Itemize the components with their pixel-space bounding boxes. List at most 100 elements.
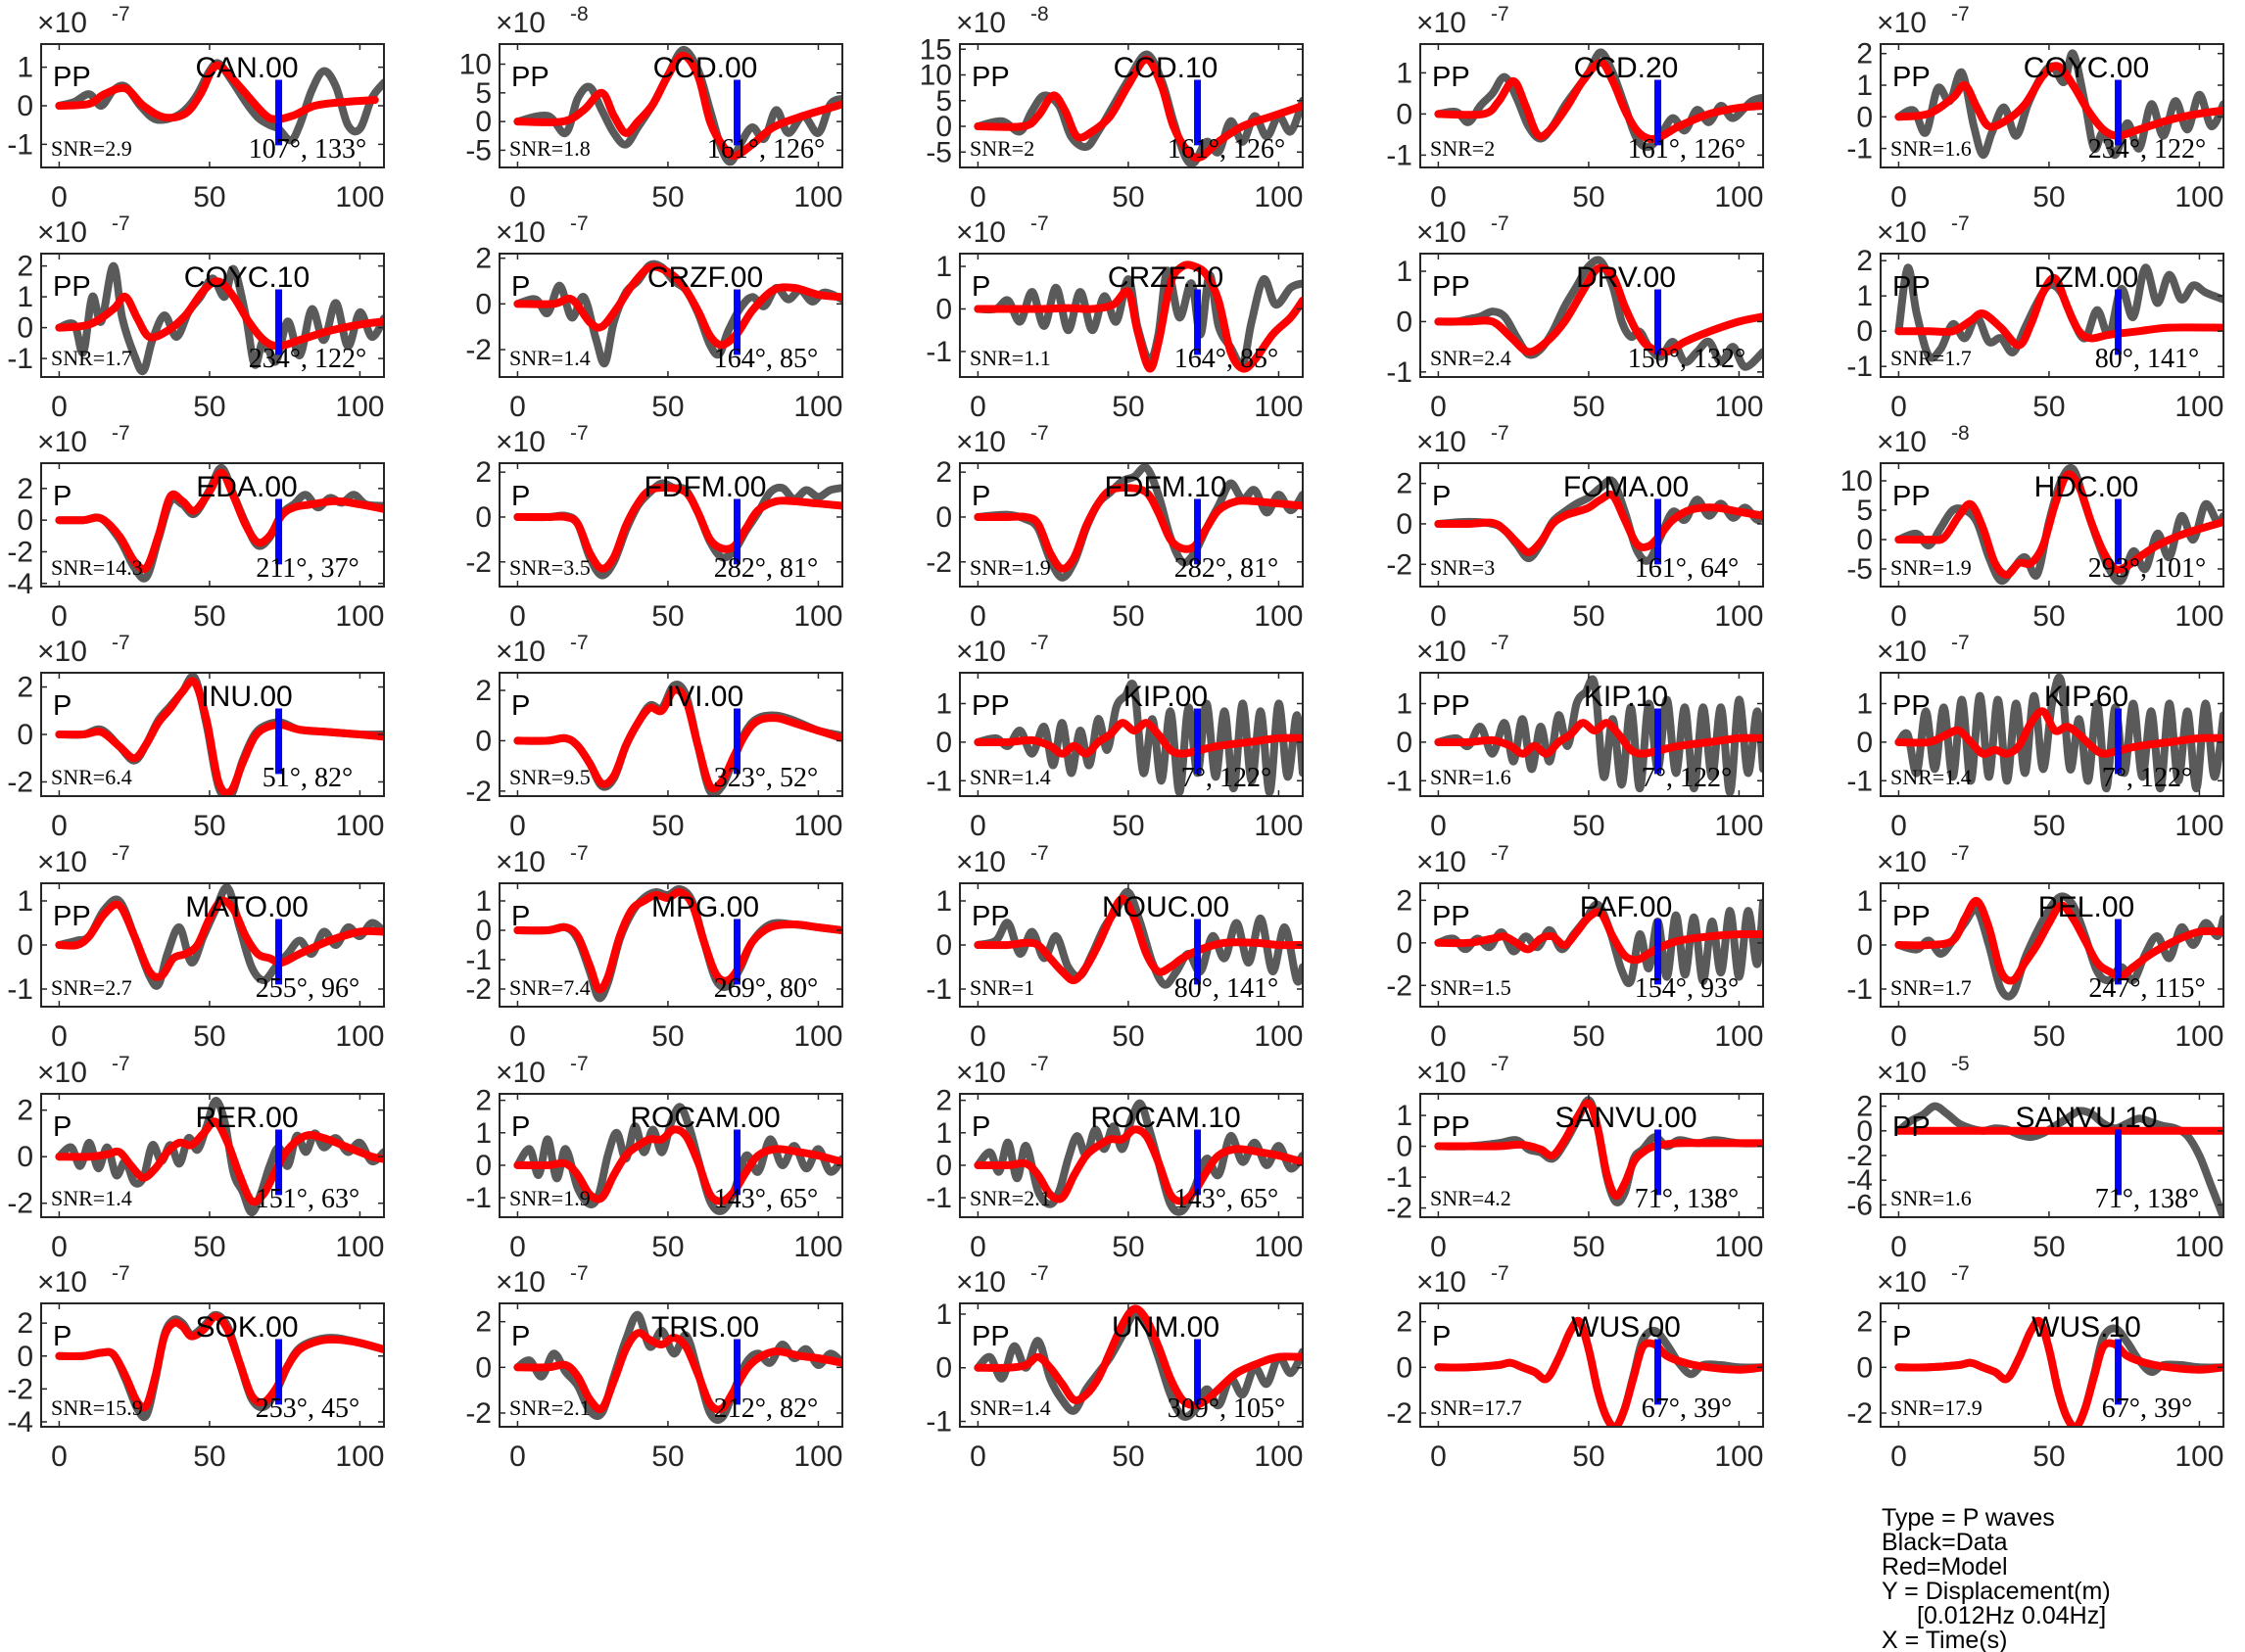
y-tick-label: 0 bbox=[475, 915, 492, 947]
snr-label: SNR=1.7 bbox=[51, 346, 132, 370]
x-tick-label: 100 bbox=[335, 600, 384, 633]
exponent-power: -7 bbox=[112, 842, 130, 865]
axes-box bbox=[1880, 43, 2224, 168]
y-tick-label: -6 bbox=[1846, 1189, 1873, 1221]
exponent-base: ×10 bbox=[1877, 846, 1927, 878]
azimuth-takeoff-label: 247°, 115° bbox=[2088, 973, 2205, 1004]
x-tick-label: 50 bbox=[1572, 1020, 1604, 1053]
x-tick-label: 50 bbox=[1112, 391, 1144, 423]
phase-label: PP bbox=[53, 62, 91, 93]
exponent-base: ×10 bbox=[1416, 216, 1466, 249]
station-label: ROCAM.00 bbox=[630, 1102, 780, 1134]
axes-box bbox=[40, 1093, 385, 1218]
snr-label: SNR=17.7 bbox=[1430, 1395, 1522, 1420]
x-tick-label: 0 bbox=[1890, 391, 1907, 423]
y-tick-label: 0 bbox=[17, 719, 33, 751]
y-tick-label: 2 bbox=[17, 251, 33, 283]
exponent-base: ×10 bbox=[37, 846, 87, 878]
azimuth-takeoff-label: 293°, 101° bbox=[2088, 553, 2206, 584]
data-trace bbox=[55, 261, 384, 376]
model-trace bbox=[974, 484, 1303, 573]
axes-box bbox=[40, 462, 385, 588]
y-tick-label: -5 bbox=[1846, 553, 1873, 586]
phase-label: P bbox=[511, 690, 530, 722]
phase-label: P bbox=[53, 1111, 72, 1143]
x-tick-label: 50 bbox=[193, 1440, 225, 1473]
y-tick-label: 2 bbox=[475, 456, 492, 489]
x-tick-label: 100 bbox=[335, 1020, 384, 1053]
x-tick-label: 100 bbox=[793, 1231, 842, 1263]
exponent-base: ×10 bbox=[1877, 1266, 1927, 1298]
station-label: DRV.00 bbox=[1576, 261, 1676, 294]
x-tick-label: 0 bbox=[1430, 1231, 1447, 1263]
azimuth-takeoff-label: 107°, 133° bbox=[249, 134, 366, 165]
x-tick-label: 100 bbox=[1714, 600, 1763, 633]
y-tick-label: 0 bbox=[1856, 929, 1873, 962]
axes-box bbox=[499, 672, 843, 797]
data-trace bbox=[1894, 673, 2223, 793]
model-trace bbox=[974, 719, 1303, 758]
y-tick-label: 0 bbox=[17, 1141, 33, 1173]
model-trace bbox=[974, 894, 1303, 985]
y-tick-label: 2 bbox=[475, 243, 492, 275]
model-trace bbox=[1434, 1099, 1763, 1201]
station-label: IVI.00 bbox=[667, 681, 743, 713]
x-tick-label: 50 bbox=[2032, 600, 2065, 633]
x-tick-label: 50 bbox=[193, 181, 225, 213]
panel-foma-00: 0 50 100 2 0 -2 ×10 -7 P FOMA.00 SNR=3 161°, 64° bbox=[1386, 422, 1764, 633]
x-tick-label: 0 bbox=[1430, 810, 1447, 842]
station-label: CCD.00 bbox=[653, 52, 758, 84]
station-label: MATO.00 bbox=[185, 891, 309, 923]
data-trace bbox=[1434, 48, 1763, 152]
snr-label: SNR=1.4 bbox=[509, 346, 591, 370]
model-trace bbox=[1894, 707, 2223, 758]
phase-label: P bbox=[53, 690, 72, 722]
y-tick-label: 1 bbox=[935, 688, 952, 721]
y-tick-label: 0 bbox=[1396, 1351, 1412, 1384]
exponent-base: ×10 bbox=[496, 426, 546, 458]
station-label: COYC.10 bbox=[184, 261, 310, 294]
panel-nouc-00: 0 50 100 1 0 -1 ×10 -7 PP NOUC.00 SNR=1 80°, 141° bbox=[926, 842, 1304, 1053]
exponent-power: -7 bbox=[1491, 1262, 1509, 1285]
x-tick-label: 50 bbox=[1572, 810, 1604, 842]
x-tick-label: 50 bbox=[651, 810, 684, 842]
axes-box bbox=[1419, 672, 1764, 797]
x-tick-label: 50 bbox=[1112, 181, 1144, 213]
azimuth-takeoff-label: 211°, 37° bbox=[256, 553, 358, 584]
exponent-base: ×10 bbox=[37, 7, 87, 39]
x-tick-label: 50 bbox=[193, 600, 225, 633]
exponent-base: ×10 bbox=[37, 1057, 87, 1089]
y-tick-label: -2 bbox=[1846, 1397, 1873, 1430]
x-tick-label: 100 bbox=[1254, 1020, 1303, 1053]
snr-label: SNR=1.9 bbox=[1890, 555, 1972, 580]
exponent-power: -7 bbox=[1951, 212, 1970, 235]
panel-kip-10: 0 50 100 1 0 -1 ×10 -7 PP KIP.10 SNR=1.6 7°, 122° bbox=[1386, 632, 1764, 842]
data-trace bbox=[1894, 1102, 2223, 1217]
x-tick-label: 0 bbox=[51, 391, 68, 423]
exponent-power: -7 bbox=[570, 842, 589, 865]
y-tick-label: 0 bbox=[935, 727, 952, 759]
station-label: UNM.00 bbox=[1112, 1311, 1219, 1344]
exponent-base: ×10 bbox=[37, 1266, 87, 1298]
exponent-power: -7 bbox=[112, 1262, 130, 1285]
axes-box bbox=[499, 462, 843, 588]
station-label: KIP.60 bbox=[2044, 681, 2128, 713]
snr-label: SNR=1.4 bbox=[1890, 765, 1972, 789]
legend-line: X = Time(s) bbox=[1882, 1627, 2008, 1652]
snr-label: SNR=9.5 bbox=[509, 765, 591, 789]
exponent-power: -7 bbox=[1030, 632, 1049, 654]
x-tick-label: 0 bbox=[509, 391, 526, 423]
azimuth-takeoff-label: 161°, 64° bbox=[1635, 553, 1739, 584]
x-tick-label: 100 bbox=[335, 1231, 384, 1263]
axes-box bbox=[1880, 462, 2224, 588]
snr-label: SNR=3 bbox=[1430, 555, 1495, 580]
station-label: SANVU.00 bbox=[1554, 1102, 1696, 1134]
y-tick-label: -5 bbox=[926, 136, 952, 168]
x-tick-label: 50 bbox=[1572, 1440, 1604, 1473]
phase-label: PP bbox=[1892, 481, 1931, 512]
x-tick-label: 0 bbox=[51, 600, 68, 633]
y-tick-label: -2 bbox=[1846, 1140, 1873, 1172]
data-trace bbox=[1894, 49, 2223, 160]
x-tick-label: 0 bbox=[51, 1440, 68, 1473]
